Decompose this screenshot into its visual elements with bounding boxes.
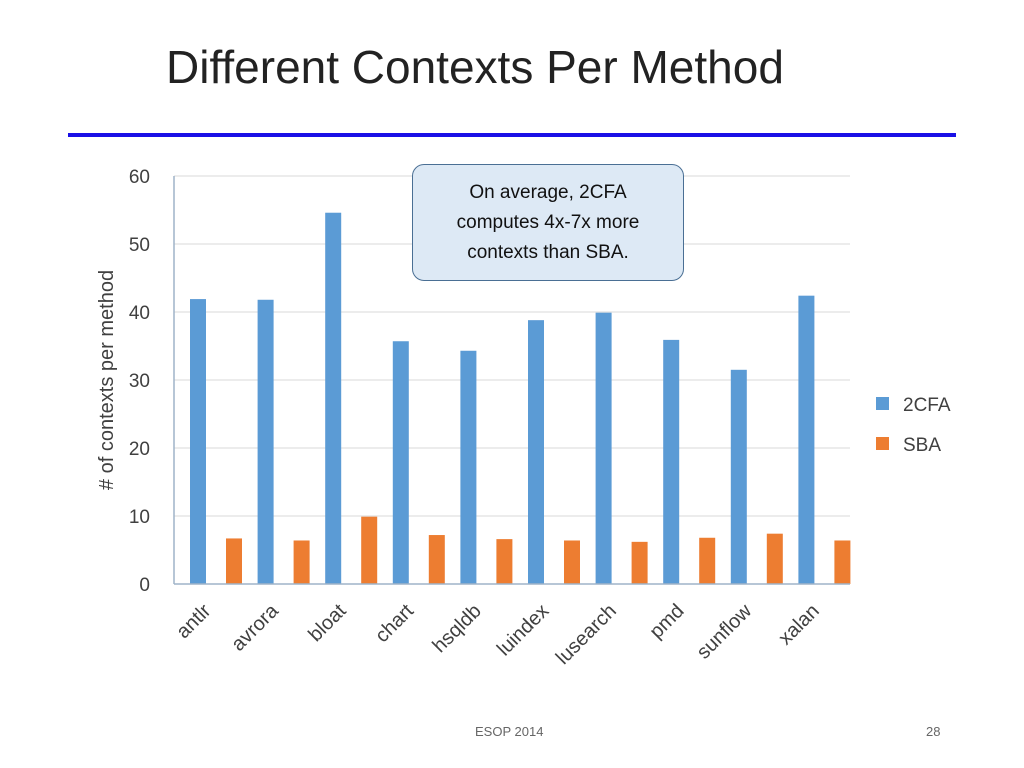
y-tick-label: 40 [129,303,150,324]
bar-2cfa-luindex [528,320,544,584]
bars [190,212,851,584]
x-category-label: sunflow [693,600,757,664]
y-tick-label: 20 [129,439,150,460]
x-category-label: bloat [304,600,351,647]
bar-2cfa-hsqldb [460,350,477,584]
bar-2cfa-pmd [663,339,680,584]
bar-sba-avrora [293,540,310,584]
y-tick-labels: 0 10 20 30 40 50 60 [129,167,150,596]
y-tick-label: 10 [129,507,150,528]
bar-2cfa-avrora [257,299,274,584]
category-labels: antlr avrora bloat chart hsqldb luindexlusear… [172,599,823,669]
callout-note: On average, 2CFA computes 4x-7x more con… [412,164,684,281]
title-rule [68,133,956,137]
y-tick-label: 50 [129,235,150,256]
bar-sba-sunflow [766,533,783,584]
x-category-label: antlr [172,600,215,643]
bar-sba-pmd [699,537,716,584]
page-number: 28 [926,724,941,739]
callout-text: On average, 2CFA computes 4x-7x more con… [456,181,640,263]
bar-sba-antlr [226,538,242,584]
bar-2cfa-chart [392,341,409,584]
bar-2cfa-bloat [325,212,342,584]
legend-swatch-sba [876,437,889,450]
y-axis-title: # of contexts per method [96,270,118,490]
y-tick-label: 0 [139,575,150,596]
bar-sba-bloat [361,516,378,584]
slide-title: Different Contexts Per Method [166,41,784,93]
x-category-label: xalan [774,600,823,649]
legend-swatch-2cfa [876,397,889,410]
bar-sba-lusearch [631,541,648,584]
x-category-label: chart [371,600,418,647]
x-category-label: lusearch [552,600,621,669]
x-category-label: hsqldb [429,600,486,657]
x-category-label: pmd [645,600,688,643]
bar-sba-hsqldb [496,539,513,584]
bar-2cfa-xalan [798,295,815,584]
bar-2cfa-antlr [190,299,206,584]
legend-label-sba: SBA [903,435,941,456]
x-category-label: avrora [227,599,283,655]
legend-label-2cfa: 2CFA [903,395,951,416]
y-tick-label: 60 [129,167,150,188]
footer-text: ESOP 2014 [475,724,544,739]
legend: 2CFA SBA [876,395,951,456]
bar-2cfa-lusearch [595,312,612,584]
bar-sba-luindex [564,540,580,584]
bar-2cfa-sunflow [730,369,747,584]
y-tick-label: 30 [129,371,150,392]
axes [173,176,850,585]
bar-sba-xalan [834,540,851,584]
x-category-label: luindex [493,600,553,660]
bar-sba-chart [428,535,445,584]
